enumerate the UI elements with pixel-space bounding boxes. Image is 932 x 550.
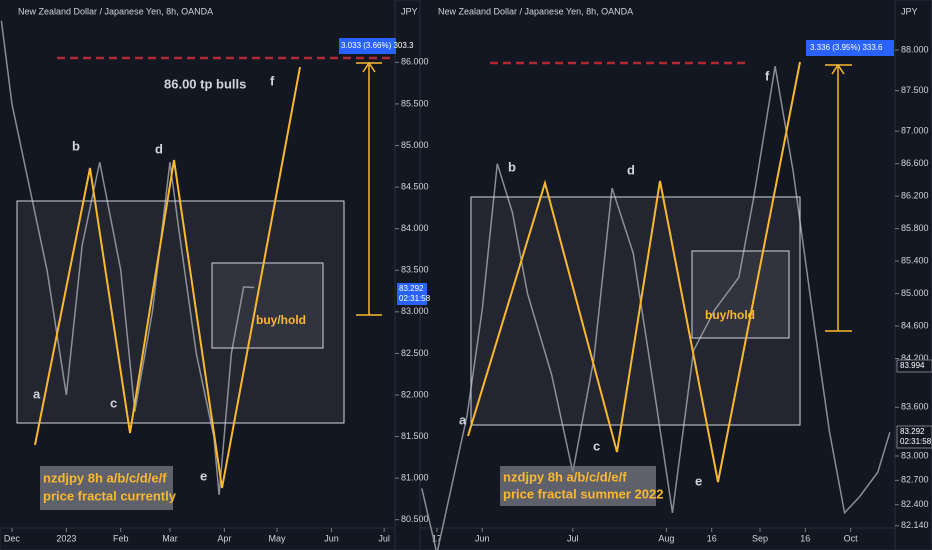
wave-label: c bbox=[593, 438, 600, 453]
price-line bbox=[0, 20, 255, 495]
range-box bbox=[470, 196, 801, 426]
chart-title: New Zealand Dollar / Japanese Yen, 8h, O… bbox=[18, 6, 213, 16]
x-tick-label: Mar bbox=[162, 533, 178, 543]
y-tick-label: 81.500 bbox=[401, 431, 429, 441]
price-box bbox=[896, 359, 932, 373]
wave-label: e bbox=[200, 468, 207, 483]
y-tick-label: 84.000 bbox=[401, 223, 429, 233]
x-tick-label: 2023 bbox=[56, 533, 76, 543]
y-tick-label: 83.600 bbox=[901, 402, 929, 412]
y-tick-label: 82.140 bbox=[901, 520, 929, 530]
date-strip bbox=[419, 527, 896, 550]
y-tick-label: 82.700 bbox=[901, 475, 929, 485]
zone-label: buy/hold bbox=[705, 308, 755, 322]
y-tick-label: 82.400 bbox=[901, 499, 929, 509]
price-label: 83.292 bbox=[399, 284, 424, 293]
price-box bbox=[896, 425, 932, 449]
measure-box bbox=[806, 40, 894, 56]
x-tick-label: Jun bbox=[324, 533, 339, 543]
y-tick-label: 83.000 bbox=[401, 306, 429, 316]
measure-arrow bbox=[825, 63, 852, 332]
note-text: nzdjpy 8h a/b/c/d/e/f bbox=[43, 470, 167, 485]
y-tick-label: 85.800 bbox=[901, 223, 929, 233]
y-tick-label: 85.000 bbox=[901, 288, 929, 298]
target-label: 86.00 tp bulls bbox=[164, 76, 246, 91]
y-tick-label: 80.500 bbox=[401, 514, 429, 524]
left-panel: 80.500 81.000 81.500 82.000 82.500 83.000 83.5… bbox=[0, 0, 429, 550]
chart-title: New Zealand Dollar / Japanese Yen, 8h, O… bbox=[438, 6, 633, 16]
wave-label: d bbox=[627, 162, 635, 177]
y-tick-label: 84.600 bbox=[901, 320, 929, 330]
countdown: 02:31:58 bbox=[900, 437, 932, 446]
wave-label: d bbox=[155, 141, 163, 156]
note-text: price fractal summer 2022 bbox=[503, 486, 663, 501]
x-tick-label: Aug bbox=[658, 533, 674, 543]
y-tick-label: 82.500 bbox=[401, 348, 429, 358]
range-box bbox=[16, 200, 345, 424]
wave-label: f bbox=[765, 68, 770, 83]
axis-strip bbox=[394, 0, 421, 550]
y-tick-label: 87.000 bbox=[901, 126, 929, 136]
wave-path bbox=[34, 66, 301, 489]
y-tick-label: 85.000 bbox=[401, 140, 429, 150]
y-tick-label: 82.000 bbox=[401, 389, 429, 399]
zone-box bbox=[691, 250, 790, 339]
wave-label: e bbox=[695, 473, 702, 488]
y-tick-label: 88.000 bbox=[901, 44, 929, 54]
x-tick-label: Sep bbox=[752, 533, 768, 543]
zone-box bbox=[211, 262, 324, 349]
x-tick-label: Feb bbox=[113, 533, 129, 543]
y-tick-label: 86.000 bbox=[401, 57, 429, 67]
price-label: 83.292 bbox=[900, 427, 925, 436]
y-tick-label: 84.200 bbox=[901, 353, 929, 363]
wave-label: c bbox=[110, 395, 117, 410]
y-axis-label: JPY bbox=[901, 6, 918, 16]
wave-label: a bbox=[33, 386, 41, 401]
note-box bbox=[40, 466, 173, 510]
y-tick-label: 85.400 bbox=[901, 255, 929, 265]
y-tick-label: 87.500 bbox=[901, 85, 929, 95]
x-tick-label: May bbox=[269, 533, 287, 543]
price-label: 83.994 bbox=[900, 361, 925, 370]
axis-strip bbox=[894, 0, 932, 550]
x-tick-label: Jul bbox=[567, 533, 579, 543]
x-tick-label: Oct bbox=[844, 533, 859, 543]
y-tick-label: 86.200 bbox=[901, 191, 929, 201]
y-tick-label: 83.500 bbox=[401, 265, 429, 275]
measure-arrow bbox=[356, 61, 382, 316]
wave-label: b bbox=[72, 138, 80, 153]
y-tick-label: 84.500 bbox=[401, 181, 429, 191]
wave-label: f bbox=[270, 73, 275, 88]
wave-path bbox=[467, 61, 801, 483]
wave-label: b bbox=[508, 159, 516, 174]
x-tick-label: 16 bbox=[707, 533, 717, 543]
x-tick-label: 16 bbox=[800, 533, 810, 543]
x-tick-label: Jun bbox=[475, 533, 490, 543]
countdown: 02:31:58 bbox=[399, 294, 431, 303]
measure-label: 3.336 (3.95%) 333.6 bbox=[810, 43, 883, 52]
right-panel: 82.140 82.400 82.700 83.000 83.600 84.200 84.6… bbox=[419, 0, 932, 550]
x-tick-label: Jul bbox=[378, 533, 390, 543]
wave-label: a bbox=[459, 412, 467, 427]
note-box bbox=[500, 466, 656, 506]
note-text: price fractal currently bbox=[43, 488, 177, 503]
y-tick-label: 86.600 bbox=[901, 158, 929, 168]
y-tick-label: 83.000 bbox=[901, 450, 929, 460]
x-tick-label: Dec bbox=[4, 533, 21, 543]
y-tick-label: 81.000 bbox=[401, 473, 429, 483]
measure-box bbox=[339, 38, 396, 54]
price-box bbox=[397, 283, 427, 305]
zone-label: buy/hold bbox=[256, 313, 306, 327]
measure-label: 3.033 (3.66%) 303.3 bbox=[341, 41, 414, 50]
y-axis-label: JPY bbox=[401, 6, 418, 16]
price-line bbox=[421, 66, 891, 550]
x-tick-label: Apr bbox=[217, 533, 231, 543]
annotations: a b c d e f 86.00 tp bulls buy/hold nzdj… bbox=[16, 38, 932, 510]
date-strip bbox=[0, 527, 396, 550]
x-tick-label: 17 bbox=[432, 533, 442, 543]
y-tick-label: 85.500 bbox=[401, 98, 429, 108]
note-text: nzdjpy 8h a/b/c/d/e/f bbox=[503, 469, 627, 484]
